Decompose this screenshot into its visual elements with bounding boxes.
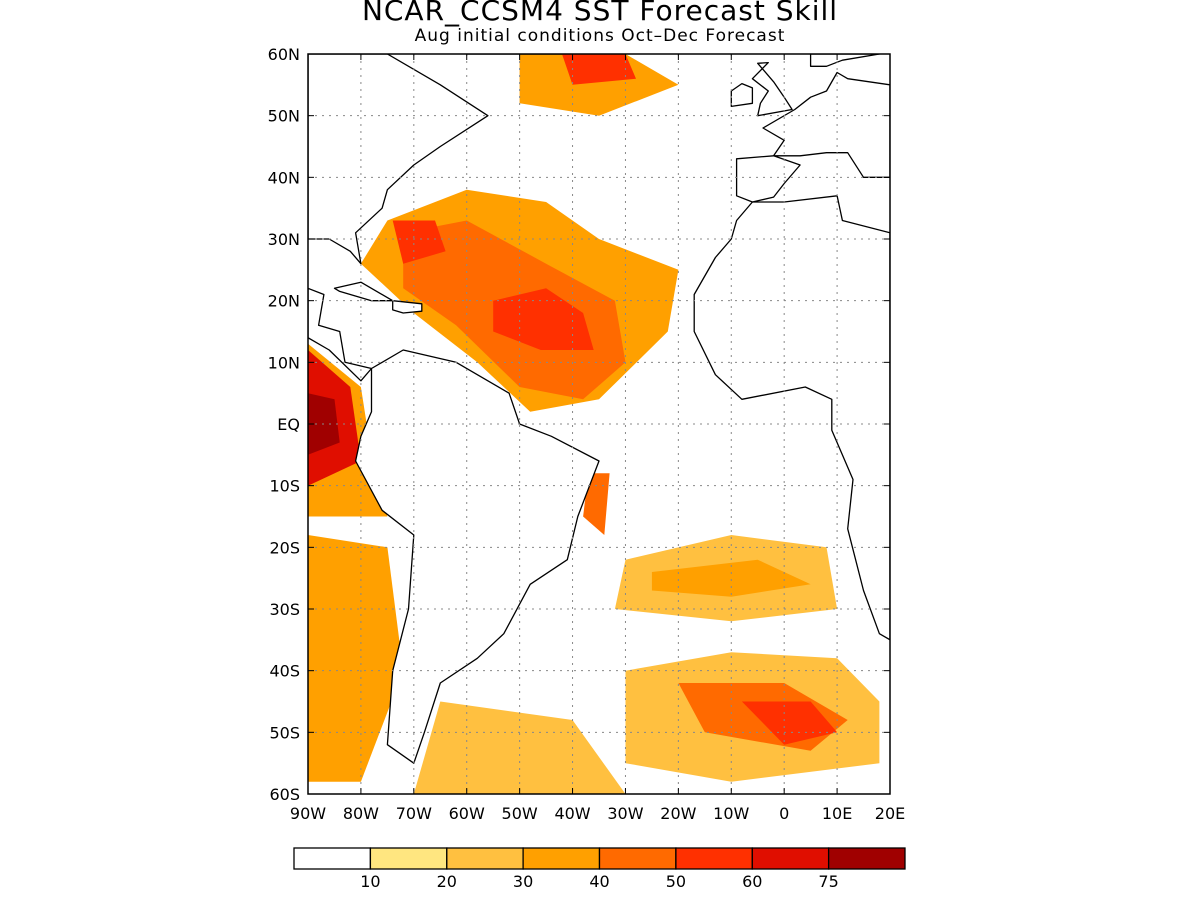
lon-label: 20E [875, 804, 905, 823]
colorbar-label: 30 [513, 872, 533, 891]
skill-region [583, 473, 610, 535]
lon-label: 80W [343, 804, 379, 823]
skill-region [741, 701, 838, 745]
lat-label: EQ [277, 415, 300, 434]
lon-label: 60W [449, 804, 485, 823]
colorbar-swatch [293, 847, 372, 870]
lon-label: 20W [660, 804, 696, 823]
lat-label: 30S [269, 600, 300, 619]
colorbar-swatch [598, 847, 677, 870]
land-central-america [308, 287, 373, 382]
land-great-britain [751, 61, 793, 117]
land-cuba [333, 281, 394, 302]
lat-label: 60N [268, 45, 300, 64]
colorbar-swatch [827, 847, 906, 870]
colorbar-swatch [446, 847, 524, 870]
land-hispaniola [392, 300, 423, 314]
chart-subtitle: Aug initial conditions Oct–Dec Forecast [414, 26, 786, 46]
colorbar-swatch [369, 847, 448, 870]
lon-label: 40W [554, 804, 590, 823]
lon-label: 0 [779, 804, 789, 823]
latitude-labels: 60N 50N 40N 30N 20N 10N EQ 10S 20S 30S 40S 50S 60S [268, 45, 890, 804]
lat-label: 40S [269, 662, 300, 681]
skill-region [651, 559, 811, 597]
longitude-labels: 90W 80W 70W 60W 50W 40W 30W 20W 10W 0 10E 20E [290, 54, 905, 823]
land-europe [762, 71, 890, 178]
lon-label: 10E [822, 804, 852, 823]
lat-label: 10N [268, 353, 300, 372]
lat-label: 20N [268, 292, 300, 311]
skill-region [308, 535, 404, 782]
lon-label: 70W [396, 804, 432, 823]
colorbar-label: 50 [666, 872, 686, 891]
lon-label: 30W [607, 804, 643, 823]
land-south-america [354, 349, 600, 764]
chart-title: NCAR_CCSM4 SST Forecast Skill [361, 0, 839, 27]
skill-region [493, 288, 594, 350]
land-scandinavia [809, 54, 881, 67]
colorbar-swatch [675, 847, 753, 870]
lat-label: 30N [268, 230, 300, 249]
land-north-america [308, 54, 489, 265]
land-iberia [735, 155, 801, 203]
skill-region [392, 220, 446, 264]
lon-label: 10W [713, 804, 749, 823]
skill-shading [308, 54, 880, 794]
land-ireland [730, 82, 754, 108]
lat-label: 50N [268, 107, 300, 126]
colorbar-label: 10 [360, 872, 380, 891]
skill-region [562, 54, 636, 85]
land-outlines [308, 54, 890, 764]
lat-label: 40N [268, 168, 300, 187]
lon-label: 90W [290, 804, 326, 823]
colorbar-swatch [522, 847, 601, 870]
lat-label: 20S [269, 538, 300, 557]
lat-label: 60S [269, 785, 300, 804]
colorbar-label: 75 [818, 872, 838, 891]
colorbar-label: 60 [742, 872, 762, 891]
gridlines [308, 54, 890, 794]
lat-label: 50S [269, 723, 300, 742]
land-africa [693, 195, 890, 641]
colorbar-label: 20 [437, 872, 457, 891]
lon-label: 50W [502, 804, 538, 823]
colorbar-swatch [751, 847, 830, 870]
colorbar: 10 20 30 40 50 60 75 [293, 847, 906, 891]
lat-label: 10S [269, 477, 300, 496]
skill-region [519, 54, 679, 116]
colorbar-label: 40 [589, 872, 609, 891]
